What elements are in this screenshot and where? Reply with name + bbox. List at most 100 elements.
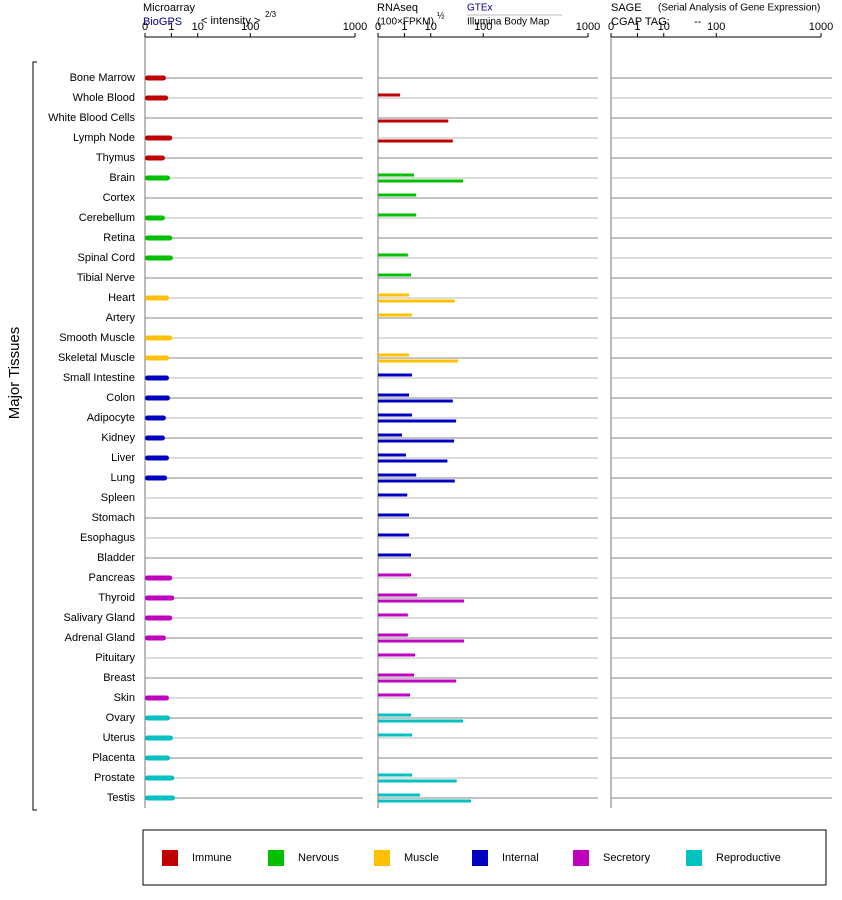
- tissue-label: Colon: [106, 392, 135, 404]
- microarray-bar: [145, 395, 171, 401]
- microarray-bar: [145, 375, 169, 381]
- gtex-bar: [378, 313, 412, 317]
- sage-subtitle: (Serial Analysis of Gene Expression): [658, 3, 820, 14]
- x-tick-label: 0: [142, 21, 148, 33]
- gtex-bar: [378, 213, 417, 217]
- tissue-label: Uterus: [103, 732, 136, 744]
- microarray-unit: < intensity >: [201, 15, 260, 27]
- x-tick-label: 100: [241, 21, 259, 33]
- gtex-bar: [378, 773, 412, 777]
- legend-label: Immune: [192, 852, 232, 864]
- tissue-label: Cerebellum: [79, 212, 135, 224]
- x-tick-label: 100: [707, 21, 725, 33]
- x-tick-label: 100: [474, 21, 492, 33]
- gtex-bar: [378, 653, 416, 657]
- tissue-label: White Blood Cells: [48, 112, 135, 124]
- gtex-label: GTEx: [467, 3, 493, 14]
- x-tick-label: 1: [168, 21, 174, 33]
- gtex-bar: [378, 373, 412, 377]
- microarray-bar: [145, 455, 169, 461]
- gtex-bar: [378, 173, 415, 177]
- tissue-label: Artery: [106, 312, 136, 324]
- microarray-bar: [145, 775, 175, 781]
- gtex-bar: [378, 193, 417, 197]
- microarray-bar: [145, 295, 169, 301]
- legend-swatch: [268, 850, 284, 866]
- legend-swatch: [573, 850, 589, 866]
- tissue-label: Liver: [111, 452, 135, 464]
- microarray-bar: [145, 135, 173, 141]
- tissue-label: Lung: [111, 472, 135, 484]
- x-tick-label: 0: [375, 21, 381, 33]
- microarray-bar: [145, 695, 169, 701]
- tissue-label: Ovary: [106, 712, 136, 724]
- x-tick-label: 10: [658, 21, 670, 33]
- microarray-unit-power: 2/3: [265, 10, 277, 19]
- x-tick-label: 1000: [343, 21, 367, 33]
- gtex-bar: [378, 493, 408, 497]
- gtex-bar: [378, 613, 408, 617]
- microarray-bar: [145, 715, 171, 721]
- microarray-bar: [145, 475, 168, 481]
- bodymap-bar: [378, 399, 453, 403]
- sage-tag-label: CGAP TAG:: [611, 16, 670, 28]
- bodymap-bar: [378, 119, 449, 123]
- tissue-label: Testis: [107, 792, 136, 804]
- microarray-bar: [145, 415, 166, 421]
- bodymap-bar: [378, 359, 458, 363]
- microarray-bar: [145, 175, 171, 181]
- legend-label: Secretory: [603, 852, 651, 864]
- tissue-label: Retina: [103, 232, 136, 244]
- rnaseq-unit: (100×FPKM): [377, 17, 434, 28]
- gtex-bar: [378, 693, 411, 697]
- gtex-bar: [378, 573, 412, 577]
- tissue-label: Esophagus: [80, 532, 136, 544]
- gtex-bar: [378, 93, 401, 97]
- rnaseq-title: RNAseq: [377, 2, 418, 14]
- gtex-bar: [378, 593, 418, 597]
- tissue-label: Thyroid: [98, 592, 135, 604]
- microarray-bar: [145, 255, 173, 261]
- bodymap-bar: [378, 799, 471, 803]
- gtex-bar: [378, 273, 412, 277]
- sage-title: SAGE: [611, 2, 642, 14]
- legend-swatch: [472, 850, 488, 866]
- legend-swatch: [162, 850, 178, 866]
- x-tick-label: 0: [608, 21, 614, 33]
- microarray-bar: [145, 215, 165, 221]
- gtex-bar: [378, 633, 408, 637]
- bodymap-bar: [378, 719, 463, 723]
- microarray-bar: [145, 755, 171, 761]
- tissue-bracket: [32, 61, 37, 811]
- tissue-label: Thymus: [96, 152, 136, 164]
- x-tick-label: 1000: [809, 21, 833, 33]
- microarray-bar: [145, 235, 173, 241]
- tissue-label: Tibial Nerve: [77, 272, 135, 284]
- tissue-label: Whole Blood: [73, 92, 135, 104]
- tissue-label: Salivary Gland: [63, 612, 135, 624]
- gtex-bar: [378, 673, 415, 677]
- tissue-label: Adrenal Gland: [65, 632, 135, 644]
- bodymap-bar: [378, 179, 463, 183]
- tissue-label: Adipocyte: [87, 412, 135, 424]
- microarray-bar: [145, 735, 173, 741]
- sage-tag: --: [694, 16, 702, 28]
- legend-label: Reproductive: [716, 852, 781, 864]
- legend-swatch: [374, 850, 390, 866]
- gtex-bar: [378, 473, 417, 477]
- gtex-bar: [378, 293, 409, 297]
- bodymap-bar: [378, 299, 455, 303]
- x-tick-label: 10: [425, 21, 437, 33]
- tissue-label: Small Intestine: [63, 372, 135, 384]
- tissue-label: Prostate: [94, 772, 135, 784]
- tissue-label: Lymph Node: [73, 132, 135, 144]
- microarray-bar: [145, 435, 165, 441]
- tissue-label: Placenta: [92, 752, 136, 764]
- bodymap-bar: [378, 459, 448, 463]
- tissue-label: Bone Marrow: [70, 72, 135, 84]
- tissue-label: Skin: [114, 692, 135, 704]
- tissue-label: Pituitary: [95, 652, 135, 664]
- gtex-bar: [378, 513, 409, 517]
- microarray-bar: [145, 155, 165, 161]
- bodymap-bar: [378, 679, 457, 683]
